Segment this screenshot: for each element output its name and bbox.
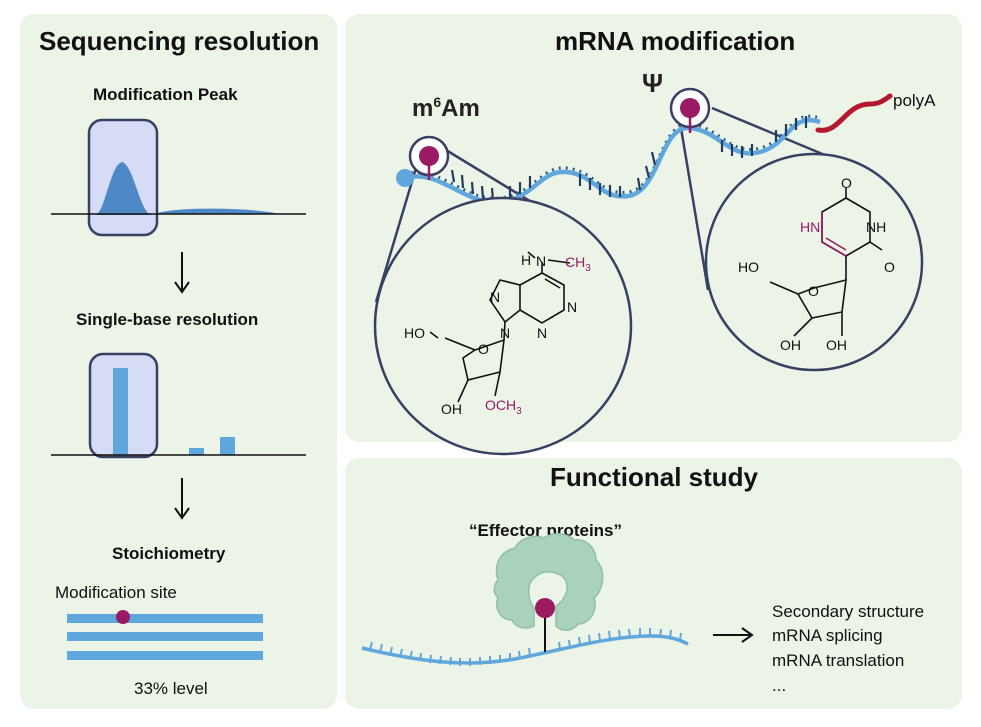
- mrna-diagram: H N CH3 N N N N HO O OH OCH3 O HN NH O H…: [373, 87, 924, 456]
- single-base-bar-main: [113, 368, 128, 455]
- modification-peak-label: Modification Peak: [93, 85, 238, 104]
- m6am-ring-n1: N: [490, 289, 500, 305]
- strand-3: [67, 651, 263, 660]
- m6am-oh: OH: [441, 401, 462, 417]
- mrna-modification-title: mRNA modification: [555, 26, 796, 56]
- outcome-secondary-structure: Secondary structure: [772, 602, 925, 621]
- outcome-more: ...: [772, 676, 787, 695]
- sequencing-resolution-panel: [20, 14, 337, 709]
- single-base-bar-medium: [220, 437, 235, 455]
- level-label: 33% level: [134, 679, 208, 698]
- m6am-label-m: m: [412, 95, 434, 122]
- outcome-mrna-splicing: mRNA splicing: [772, 626, 883, 645]
- psi-o-top: O: [841, 175, 852, 191]
- psi-label: Ψ: [642, 68, 664, 98]
- m6am-n-amine: N: [536, 253, 546, 269]
- m6am-ch3: CH3: [565, 254, 591, 274]
- peak-plot: [51, 118, 306, 237]
- psi-o-right: O: [884, 259, 895, 275]
- psi-hn: HN: [800, 219, 820, 235]
- functional-diagram: [361, 533, 754, 666]
- functional-mod-dot: [535, 598, 555, 618]
- rna-bases: [450, 116, 808, 201]
- m6am-structure: [429, 251, 571, 403]
- psi-oh1: OH: [780, 337, 801, 353]
- m6am-ring-n2: N: [567, 299, 577, 315]
- psi-oh2: OH: [826, 337, 847, 353]
- m6am-h: H: [521, 252, 531, 268]
- psi-structure: [769, 188, 883, 337]
- peak-tail: [158, 208, 280, 214]
- single-base-plot: [51, 352, 306, 459]
- modification-site-dot: [116, 610, 130, 624]
- psi-ho: HO: [738, 259, 759, 275]
- functional-study-title: Functional study: [550, 462, 758, 492]
- strand-1: [67, 614, 263, 623]
- m6am-label-rest: Am: [441, 95, 480, 122]
- rna-5prime-cap: [396, 169, 414, 187]
- functional-arrow: [713, 627, 754, 643]
- functional-rna-strand: [361, 634, 689, 665]
- m6am-label-sup: 6: [433, 94, 442, 110]
- strand-2: [67, 632, 263, 641]
- m6am-o-ring: O: [478, 341, 489, 357]
- peak-curve: [95, 162, 152, 215]
- stoichiometry-label: Stoichiometry: [112, 544, 226, 563]
- m6am-ring-n3: N: [537, 325, 547, 341]
- psi-zoom-circle: [704, 152, 924, 372]
- functional-rna-bases: [369, 628, 682, 666]
- zoom-line-right-1: [679, 127, 710, 291]
- sequencing-resolution-title: Sequencing resolution: [39, 26, 320, 56]
- single-base-resolution-label: Single-base resolution: [76, 310, 259, 329]
- effector-protein: [493, 533, 604, 631]
- m6am-ring-n4: N: [500, 325, 510, 341]
- polya-tail: [815, 93, 893, 133]
- m6am-ho: HO: [404, 325, 425, 341]
- arrow-down-2: [174, 478, 190, 520]
- psi-structure-labels: O HN NH O HO O OH OH: [738, 175, 895, 353]
- functional-study-panel: [345, 458, 962, 709]
- psi-nh: NH: [866, 219, 886, 235]
- m6am-label: m6Am: [412, 94, 480, 123]
- single-base-bar-small: [189, 448, 204, 455]
- psi-marker: [669, 87, 711, 133]
- outcome-mrna-translation: mRNA translation: [772, 651, 905, 670]
- effector-proteins-label: “Effector proteins”: [469, 521, 623, 540]
- modification-site-label: Modification site: [55, 583, 177, 602]
- stoichiometry-strands: [67, 610, 263, 660]
- m6am-marker: [408, 135, 450, 180]
- polya-label: polyA: [893, 91, 936, 110]
- m6am-structure-labels: H N CH3 N N N N HO O OH OCH3: [404, 252, 591, 417]
- psi-o-ring: O: [808, 283, 819, 299]
- arrow-down-1: [174, 252, 190, 294]
- m6am-och3: OCH3: [485, 397, 522, 417]
